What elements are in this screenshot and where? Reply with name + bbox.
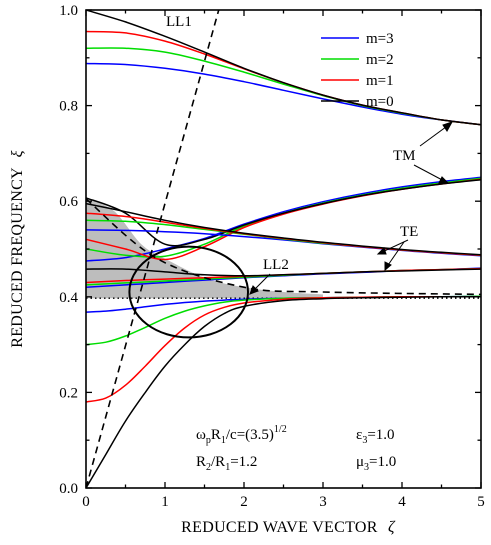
legend-label: m=3 <box>366 31 394 47</box>
lower-TM-m1-curve <box>86 297 481 402</box>
param-plasma-omega: ω <box>196 427 206 443</box>
te-arrow-lower-head <box>385 262 391 270</box>
ll2-label: LL2 <box>263 257 289 273</box>
y-tick-label: 0.2 <box>59 385 78 401</box>
x-tick-label: 5 <box>477 494 485 510</box>
y-tick-label: 0.0 <box>59 481 78 497</box>
y-axis-label-symbol: ξ <box>9 150 26 157</box>
legend-label: m=2 <box>366 52 394 68</box>
y-axis-label-text: REDUCED FREQUENCY <box>9 167 26 348</box>
y-tick-label: 0.6 <box>59 194 78 210</box>
param-plasma-tail: /c=(3.5) <box>226 427 274 443</box>
lower-TM-m2-curve <box>86 296 481 344</box>
legend-label: m=1 <box>366 73 394 89</box>
param-radius-r2: R <box>196 454 206 470</box>
te-label: TE <box>400 224 418 240</box>
param-mu-symbol: μ <box>356 454 364 470</box>
x-tick-label: 0 <box>82 494 90 510</box>
y-axis-label: REDUCED FREQUENCY ξ <box>9 150 26 348</box>
y-tick-label: 1.0 <box>59 3 78 19</box>
param-mu: μ3=1.0 <box>356 454 396 473</box>
middle-TM-m0-curve <box>86 180 481 246</box>
param-plasma: ωpR1/c=(3.5)1/2 <box>196 424 287 446</box>
middle-TM-m2-curve <box>86 178 481 257</box>
param-radius-tail: =1.2 <box>230 454 257 470</box>
x-axis-label-text: REDUCED WAVE VECTOR <box>181 519 378 536</box>
param-epsilon: ε3=1.0 <box>356 427 395 446</box>
x-tick-label: 1 <box>161 494 169 510</box>
legend-label: m=0 <box>366 94 394 110</box>
x-tick-label: 4 <box>398 494 406 510</box>
param-mu-tail: =1.0 <box>369 454 396 470</box>
x-axis-label-symbol: ζ <box>388 519 396 536</box>
x-axis-label: REDUCED WAVE VECTOR ζ <box>181 519 396 536</box>
x-tick-label: 3 <box>319 494 327 510</box>
y-tick-label: 0.8 <box>59 99 78 115</box>
param-epsilon-tail: =1.0 <box>367 427 394 443</box>
tm-arrow-upper-head <box>443 122 452 131</box>
upper-TM-m2-curve <box>86 48 481 125</box>
x-tick-label: 2 <box>240 494 248 510</box>
param-plasma-r: R <box>211 427 221 443</box>
param-plasma-sup: 1/2 <box>274 424 287 435</box>
tm-label: TM <box>393 148 416 164</box>
upper-TM-m0-curve <box>86 10 481 125</box>
ll1-label: LL1 <box>166 14 192 30</box>
upper-TM-m1-curve <box>86 32 481 125</box>
param-radius-ratio: R2/R1=1.2 <box>196 454 257 473</box>
upper-TM-m3-curve <box>86 64 481 125</box>
lower-TM-m0-curve <box>86 297 481 488</box>
tm-arrow-lower-head <box>439 177 448 183</box>
y-tick-label: 0.4 <box>59 290 78 306</box>
param-radius-r1: /R <box>211 454 225 470</box>
